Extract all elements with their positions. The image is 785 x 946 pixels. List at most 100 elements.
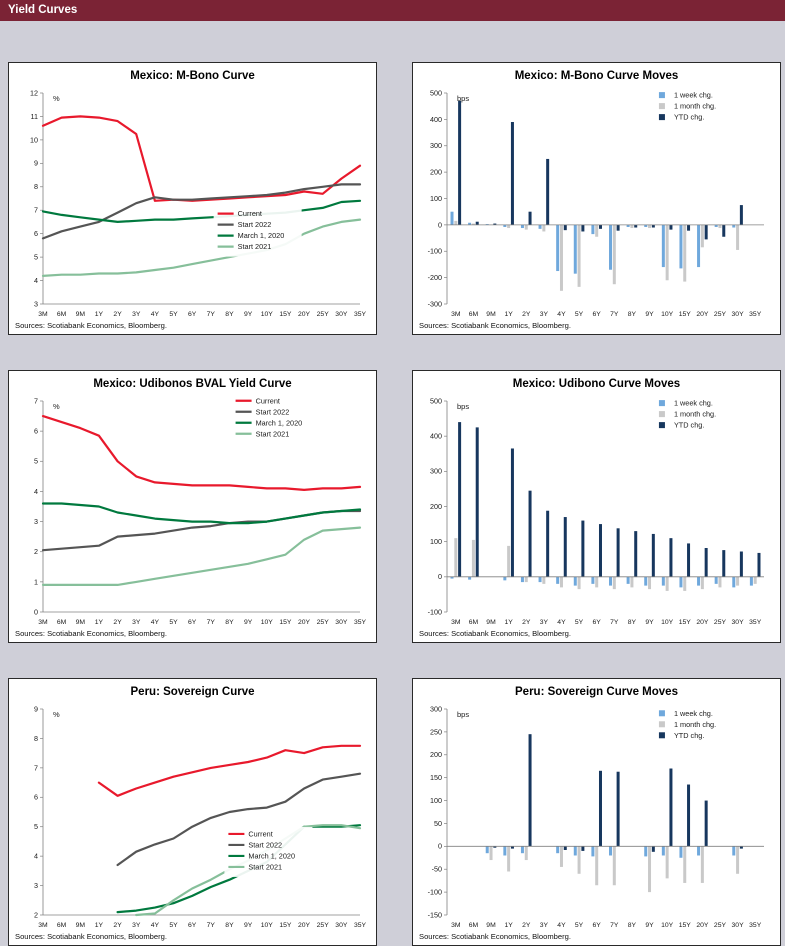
series-bar xyxy=(683,224,687,282)
series-bar xyxy=(573,224,577,274)
svg-text:10Y: 10Y xyxy=(661,311,674,318)
svg-text:6Y: 6Y xyxy=(188,619,197,626)
series-bar xyxy=(651,224,655,228)
panel-mbono-curve-moves: Mexico: M-Bono Curve Moves -300 -200 -100 0… xyxy=(412,62,781,335)
svg-text:10Y: 10Y xyxy=(261,619,274,626)
series-bar xyxy=(563,224,567,231)
svg-text:6: 6 xyxy=(34,427,38,436)
svg-text:8: 8 xyxy=(34,734,38,743)
svg-text:9M: 9M xyxy=(486,311,496,318)
svg-text:7Y: 7Y xyxy=(207,619,216,626)
svg-text:25Y: 25Y xyxy=(317,619,330,626)
series-bar xyxy=(538,224,542,229)
svg-text:3Y: 3Y xyxy=(132,311,141,318)
series-bar xyxy=(714,576,718,584)
svg-text:5Y: 5Y xyxy=(575,311,584,318)
svg-text:25Y: 25Y xyxy=(714,619,727,626)
svg-text:%: % xyxy=(53,402,60,411)
svg-text:5: 5 xyxy=(34,457,38,466)
series-bar xyxy=(644,224,648,227)
series-bar xyxy=(546,158,550,225)
series-bar xyxy=(634,531,638,577)
svg-text:Current: Current xyxy=(256,396,280,405)
series-bar xyxy=(609,576,613,586)
series-bar xyxy=(612,576,616,590)
series-bar xyxy=(556,224,560,272)
series-line xyxy=(41,502,362,525)
svg-text:2Y: 2Y xyxy=(113,619,122,626)
svg-text:1Y: 1Y xyxy=(95,619,104,626)
series-bar xyxy=(577,224,581,287)
series-line xyxy=(41,526,362,586)
series-bar xyxy=(700,846,704,883)
series-bar xyxy=(736,576,740,586)
svg-text:7: 7 xyxy=(34,206,38,215)
series-bar xyxy=(524,224,528,230)
svg-text:1 week chg.: 1 week chg. xyxy=(674,709,713,718)
series-bar xyxy=(757,552,761,577)
svg-text:9: 9 xyxy=(34,704,38,713)
series-bar xyxy=(612,224,616,285)
series-bar xyxy=(563,517,567,577)
svg-text:500: 500 xyxy=(430,88,442,97)
series-bar xyxy=(687,784,691,847)
svg-text:Start 2021: Start 2021 xyxy=(248,863,282,872)
svg-text:2: 2 xyxy=(34,547,38,556)
series-bar xyxy=(503,224,507,227)
svg-text:3: 3 xyxy=(34,299,38,308)
series-bar xyxy=(714,224,718,227)
svg-text:30Y: 30Y xyxy=(335,311,348,318)
svg-text:35Y: 35Y xyxy=(749,619,762,626)
series-bar xyxy=(577,576,581,590)
svg-text:2Y: 2Y xyxy=(522,311,531,318)
svg-text:20Y: 20Y xyxy=(298,619,311,626)
series-bar xyxy=(616,528,620,577)
svg-text:7Y: 7Y xyxy=(610,311,619,318)
series-bar xyxy=(507,545,511,577)
series-bar xyxy=(644,576,648,586)
series-bar xyxy=(722,224,726,237)
series-line xyxy=(41,183,362,240)
chart-title: Mexico: M-Bono Curve xyxy=(130,70,255,82)
series-bar xyxy=(598,770,602,847)
svg-text:9Y: 9Y xyxy=(244,619,253,626)
series-bar xyxy=(626,224,630,227)
series-bar xyxy=(700,576,704,590)
svg-text:Current: Current xyxy=(238,209,262,218)
series-bar xyxy=(732,576,736,588)
series-bar xyxy=(704,224,708,240)
svg-text:30Y: 30Y xyxy=(732,619,745,626)
chart-title: Mexico: Udibono Curve Moves xyxy=(512,378,681,390)
panel-udibonos-yield-curve: Mexico: Udibonos BVAL Yield Curve 0 1 2 3 4 5… xyxy=(8,370,377,643)
series-bar xyxy=(458,422,462,577)
svg-text:2Y: 2Y xyxy=(113,922,122,929)
svg-text:3: 3 xyxy=(34,881,38,890)
series-bar xyxy=(651,846,655,852)
sources-note: Sources: Scotiabank Economics, Bloomberg… xyxy=(15,932,167,941)
series-bar xyxy=(651,533,655,577)
page-title: Yield Curves xyxy=(8,4,78,16)
series-bar xyxy=(736,224,740,250)
svg-text:1: 1 xyxy=(34,577,38,586)
svg-text:2Y: 2Y xyxy=(113,311,122,318)
svg-text:10: 10 xyxy=(30,135,38,144)
series-bar xyxy=(528,211,532,225)
svg-text:-100: -100 xyxy=(428,888,442,897)
svg-text:10Y: 10Y xyxy=(261,922,274,929)
svg-text:3: 3 xyxy=(34,517,38,526)
svg-text:1 month chg.: 1 month chg. xyxy=(674,720,716,729)
svg-text:5: 5 xyxy=(34,822,38,831)
svg-text:1Y: 1Y xyxy=(95,311,104,318)
series-bar xyxy=(648,224,652,229)
series-bar xyxy=(612,846,616,886)
page-title-bar: Yield Curves xyxy=(0,0,785,21)
svg-text:4Y: 4Y xyxy=(557,922,566,929)
svg-text:1 week chg.: 1 week chg. xyxy=(674,399,713,408)
svg-text:6M: 6M xyxy=(469,311,479,318)
svg-text:11: 11 xyxy=(31,112,38,121)
svg-text:10Y: 10Y xyxy=(661,619,674,626)
peru-sovereign-curve-moves-chart: -150 -100 -50 0 50 100 150 200 250 300 bps 3M 6M 9M 1Y… xyxy=(428,704,764,929)
svg-text:8Y: 8Y xyxy=(225,922,234,929)
svg-text:Start 2022: Start 2022 xyxy=(248,841,282,850)
series-bar xyxy=(591,224,595,235)
